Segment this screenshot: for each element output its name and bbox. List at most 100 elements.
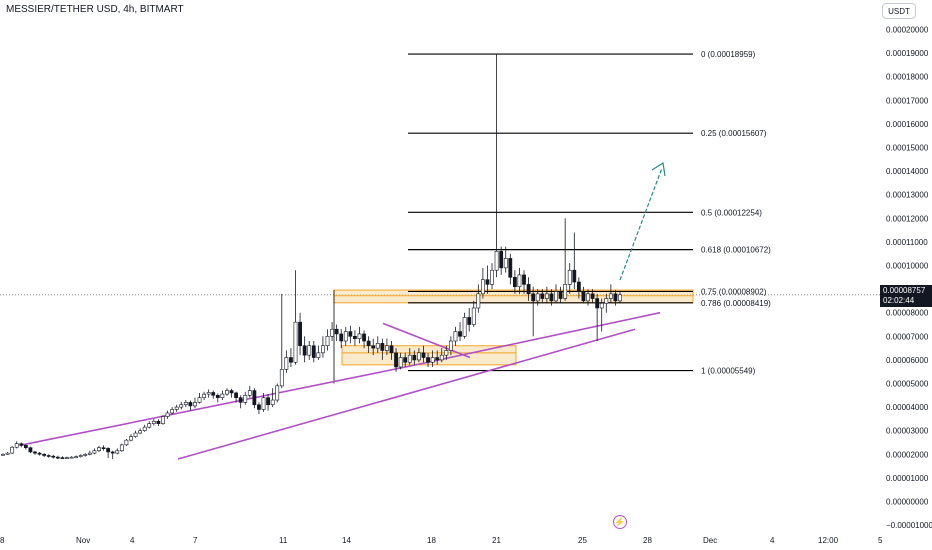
- candle-body: [339, 333, 344, 342]
- y-tick-label: 0.00013000: [886, 191, 929, 200]
- trendlines: [19, 311, 661, 460]
- candle-body: [522, 274, 526, 285]
- candle-body: [618, 294, 622, 302]
- candle-body: [197, 397, 202, 403]
- fib-level-label: 1 (0.00005549): [701, 367, 756, 376]
- candle-body: [334, 328, 339, 335]
- candle-body: [362, 333, 366, 342]
- candle-body: [243, 394, 248, 403]
- candle-body: [348, 331, 353, 337]
- candle-body: [426, 357, 430, 363]
- candle-body: [74, 456, 79, 458]
- candle-body: [558, 291, 563, 299]
- candle-body: [202, 393, 206, 398]
- candle-body: [307, 345, 312, 356]
- candle-body: [257, 404, 261, 410]
- trendline: [382, 322, 471, 359]
- y-tick-label: 0.00012000: [886, 214, 929, 223]
- candle-body: [1, 453, 5, 456]
- candle-body: [508, 258, 513, 278]
- candle-body: [316, 352, 321, 358]
- candle-body: [115, 450, 120, 454]
- candle-body: [531, 293, 536, 302]
- candle-body: [46, 455, 51, 457]
- candle-body: [37, 452, 42, 455]
- candle-body: [28, 447, 33, 453]
- candle-body: [321, 345, 325, 354]
- candle-body: [234, 392, 238, 398]
- candle-body: [380, 343, 385, 351]
- y-tick-label: 0.00014000: [886, 167, 929, 176]
- candle-body: [503, 258, 508, 269]
- candle-body: [412, 354, 417, 361]
- y-tick-label: 0.00016000: [886, 120, 929, 129]
- candle-body: [106, 448, 111, 453]
- candle-body: [179, 404, 184, 408]
- candle-body: [266, 397, 270, 406]
- candle-body: [572, 269, 577, 283]
- fib-level-label: 0.75 (0.00008902): [701, 287, 767, 296]
- candle-body: [554, 291, 558, 302]
- candle-body: [193, 402, 197, 407]
- candle-body: [65, 457, 69, 459]
- candle-body: [289, 357, 293, 363]
- zones-layer: [333, 289, 694, 366]
- candle-body: [366, 340, 371, 347]
- candle-body: [23, 445, 28, 448]
- candle-body: [138, 430, 143, 434]
- candle-body: [60, 457, 65, 459]
- candle-body: [595, 298, 600, 309]
- candle-body: [490, 269, 494, 285]
- x-tick-label: 12:00: [818, 536, 839, 545]
- candle-body: [471, 307, 476, 325]
- y-tick-label: 0.00018000: [886, 73, 929, 82]
- tradingview-bolt-icon[interactable]: ⚡: [613, 515, 627, 529]
- fib-level-label: 0.786 (0.00008419): [701, 299, 771, 308]
- candle-body: [549, 293, 554, 302]
- candle-body: [394, 352, 398, 368]
- candle-body: [183, 402, 188, 406]
- candle-body: [608, 293, 613, 299]
- candle-body: [398, 357, 403, 368]
- candle-body: [133, 432, 138, 437]
- candle-body: [33, 451, 37, 454]
- candle-body: [343, 331, 348, 342]
- time-axis: 8 Nov 4 7 11 14 18 21 25 28 Dec 4 12:00 5: [0, 536, 883, 545]
- currency-button[interactable]: USDT: [882, 3, 916, 19]
- y-tick-label: 0.00019000: [886, 49, 929, 58]
- candle-body: [325, 335, 330, 347]
- candle-body: [586, 293, 590, 302]
- candle-body: [435, 357, 440, 361]
- x-tick-label: 4: [130, 536, 135, 545]
- y-tick-label: 0.00017000: [886, 96, 929, 105]
- candle-body: [417, 352, 421, 361]
- candle-body: [129, 436, 133, 441]
- fib-level-label: 0.25 (0.00015607): [701, 129, 767, 138]
- candle-body: [5, 452, 10, 455]
- x-tick-label: 28: [643, 536, 652, 545]
- candle-body: [385, 345, 389, 351]
- candle-body: [284, 357, 289, 370]
- y-tick-label: −0.00001000: [886, 521, 932, 530]
- trendline: [407, 311, 661, 368]
- y-tick-label: 0.00011000: [886, 238, 928, 247]
- candle-body: [51, 455, 56, 458]
- y-tick-label: 0.00015000: [886, 144, 929, 153]
- candle-body: [467, 317, 472, 325]
- candle-body: [563, 284, 568, 299]
- candle-body: [613, 293, 618, 302]
- x-tick-label: 25: [578, 536, 587, 545]
- projection-arrow-head: [651, 162, 666, 177]
- candle-body: [526, 284, 531, 295]
- candle-body: [170, 409, 175, 414]
- candle-body: [14, 443, 19, 448]
- candle-body: [238, 397, 243, 403]
- candle-body: [421, 352, 426, 358]
- candle-body: [275, 385, 280, 401]
- projection-arrow-line: [619, 167, 663, 281]
- candle-body: [389, 345, 394, 354]
- x-tick-label: 8: [0, 536, 5, 545]
- candle-body: [92, 450, 97, 454]
- candle-body: [576, 281, 581, 292]
